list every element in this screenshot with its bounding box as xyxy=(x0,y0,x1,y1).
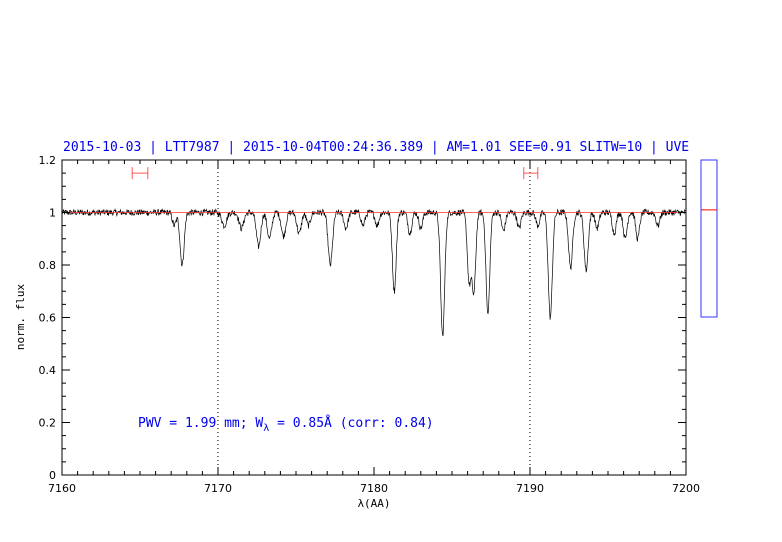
pwv-annotation-post: = 0.85Å (corr: 0.84) xyxy=(269,415,433,431)
continuum-window-marker xyxy=(131,167,149,180)
x-axis-label: λ(AA) xyxy=(357,497,390,510)
y-tick-label: 0.8 xyxy=(39,259,57,272)
chart-title: 2015-10-03 | LTT7987 | 2015-10-04T00:24:… xyxy=(63,140,689,155)
y-tick-label: 0.2 xyxy=(39,417,57,430)
continuum-window-marker xyxy=(523,167,539,180)
x-tick-label: 7180 xyxy=(360,482,388,495)
y-tick-label: 0.4 xyxy=(39,364,57,377)
x-tick-label: 7170 xyxy=(204,482,232,495)
x-tick-label: 7190 xyxy=(516,482,544,495)
y-tick-label: 1.2 xyxy=(39,154,57,167)
y-tick-label: 0.6 xyxy=(39,312,57,325)
y-axis-label: norm. flux xyxy=(14,284,27,351)
y-tick-label: 1 xyxy=(49,207,56,220)
side-panel xyxy=(700,159,718,318)
pwv-annotation: PWV = 1.99 mm; Wλ = 0.85Å (corr: 0.84) xyxy=(138,415,434,434)
pwv-annotation-subscript: λ xyxy=(263,423,269,434)
spectrum-line xyxy=(61,207,687,337)
y-tick-label: 0 xyxy=(49,469,56,482)
pwv-annotation-pre: PWV = 1.99 mm; W xyxy=(138,416,263,431)
x-tick-label: 7200 xyxy=(672,482,700,495)
x-tick-label: 7160 xyxy=(48,482,76,495)
side-panel-frame xyxy=(700,159,718,318)
